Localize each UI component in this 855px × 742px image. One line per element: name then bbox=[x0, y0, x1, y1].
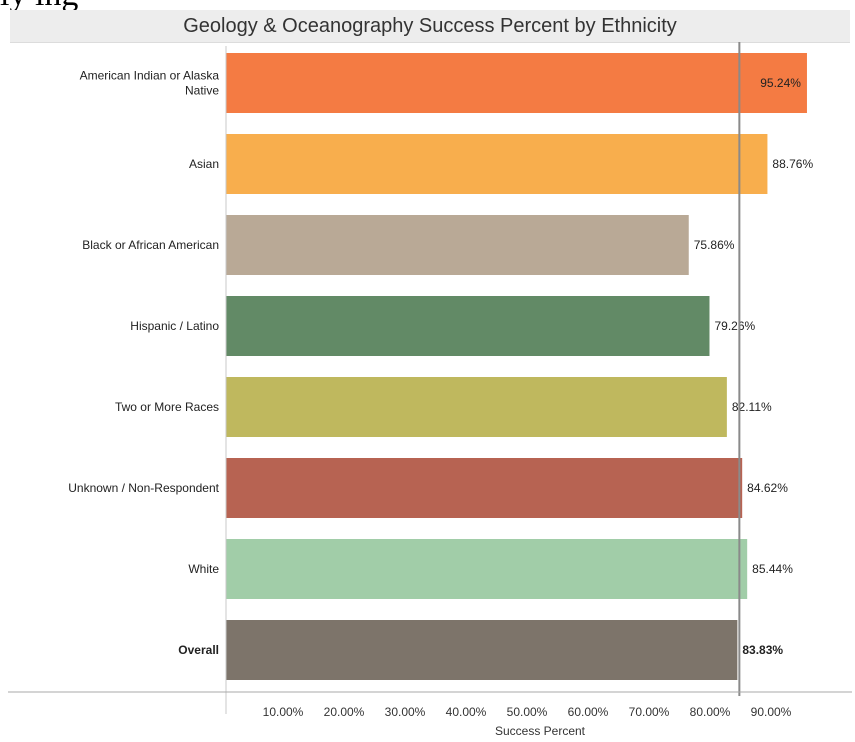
bar-6[interactable] bbox=[226, 539, 748, 599]
value-label-7: 83.83% bbox=[742, 643, 783, 657]
bar-7[interactable] bbox=[226, 620, 738, 680]
value-label-2: 75.86% bbox=[694, 238, 735, 252]
value-labels: 95.24% 88.76% 75.86% 79.26% 82.11% 84.62% 85.4… bbox=[694, 76, 814, 657]
category-label-6: White bbox=[188, 562, 219, 576]
bar-1[interactable] bbox=[226, 134, 768, 194]
category-label-4: Two or More Races bbox=[115, 400, 219, 414]
x-tick-labels: 10.00% 20.00% 30.00% 40.00% 50.00% 60.00% 70.0… bbox=[263, 705, 792, 719]
value-label-0: 95.24% bbox=[760, 76, 801, 90]
value-label-4: 82.11% bbox=[732, 400, 772, 414]
bar-4[interactable] bbox=[226, 377, 727, 437]
bar-3[interactable] bbox=[226, 296, 710, 356]
clipped-header-text: ly ing bbox=[0, 0, 855, 12]
category-label-3: Hispanic / Latino bbox=[130, 319, 219, 333]
category-label-7: Overall bbox=[178, 643, 219, 657]
x-tick-label-7: 80.00% bbox=[690, 705, 731, 719]
x-tick-label-5: 60.00% bbox=[568, 705, 609, 719]
category-labels: American Indian or Alaska Native Asian Blac… bbox=[68, 69, 219, 658]
category-label-0: American Indian or Alaska Native bbox=[80, 69, 220, 98]
bars-layer bbox=[226, 53, 807, 680]
x-axis-title: Success Percent bbox=[495, 724, 586, 738]
x-tick-label-3: 40.00% bbox=[446, 705, 487, 719]
x-tick-label-4: 50.00% bbox=[507, 705, 548, 719]
x-tick-label-0: 10.00% bbox=[263, 705, 304, 719]
value-label-1: 88.76% bbox=[772, 157, 813, 171]
category-label-2: Black or African American bbox=[82, 238, 219, 252]
value-label-5: 84.62% bbox=[747, 481, 788, 495]
x-tick-label-6: 70.00% bbox=[629, 705, 670, 719]
category-label-1: Asian bbox=[189, 157, 219, 171]
bar-0[interactable] bbox=[226, 53, 807, 113]
x-tick-label-2: 30.00% bbox=[385, 705, 426, 719]
bar-5[interactable] bbox=[226, 458, 743, 518]
category-label-5: Unknown / Non-Respondent bbox=[68, 481, 219, 495]
value-label-3: 79.26% bbox=[714, 319, 755, 333]
x-tick-label-1: 20.00% bbox=[324, 705, 365, 719]
chart-title: Geology & Oceanography Success Percent b… bbox=[10, 10, 850, 43]
value-label-6: 85.44% bbox=[752, 562, 793, 576]
x-tick-label-8: 90.00% bbox=[751, 705, 792, 719]
bar-2[interactable] bbox=[226, 215, 689, 275]
